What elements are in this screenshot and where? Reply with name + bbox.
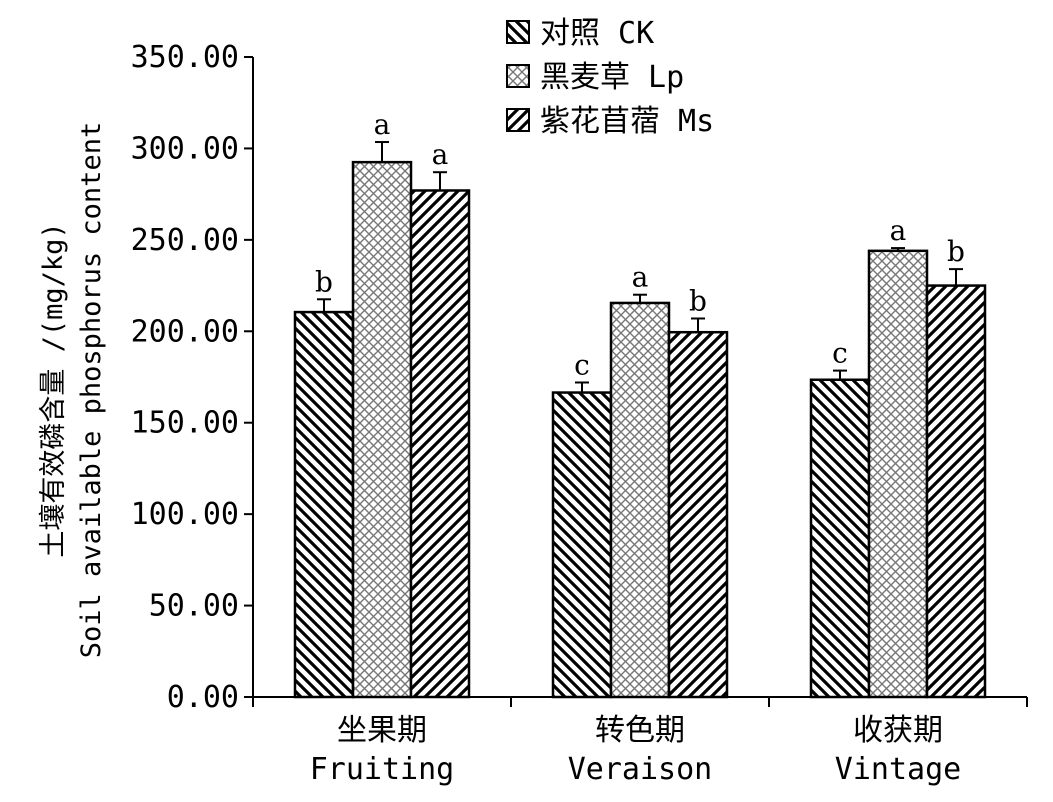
legend-swatch xyxy=(506,64,530,88)
bar xyxy=(351,160,413,699)
bar-series: b a a c a b c a b xyxy=(293,108,987,699)
legend-label: 紫花苜蓿 Ms xyxy=(540,104,714,139)
significance-letter: a xyxy=(890,214,907,247)
x-category-label-en: Veraison xyxy=(568,752,713,787)
legend-label: 对照 CK xyxy=(540,16,654,51)
y-tick-labels: 0.00 50.00 100.00 150.00 200.00 250.00 300.00 3… xyxy=(131,40,239,715)
y-tick-label: 250.00 xyxy=(131,223,239,258)
bar xyxy=(667,330,729,699)
significance-letter: a xyxy=(632,261,649,294)
y-tick-label: 350.00 xyxy=(131,40,239,75)
significance-letter: b xyxy=(689,284,707,317)
significance-letter: a xyxy=(432,138,449,171)
bar xyxy=(293,310,355,699)
bar xyxy=(551,391,613,699)
x-category-label-cn: 坐果期 xyxy=(337,713,427,748)
x-category-label-en: Fruiting xyxy=(310,752,455,787)
y-tick-label: 0.00 xyxy=(167,680,239,715)
x-tick-labels: 坐果期 Fruiting 转色期 Veraison 收获期 Vintage xyxy=(310,713,961,787)
legend-swatch xyxy=(506,20,530,44)
y-tick-label: 50.00 xyxy=(149,589,239,624)
bar xyxy=(867,249,929,699)
legend-swatch xyxy=(506,108,530,132)
y-tick-label: 100.00 xyxy=(131,497,239,532)
bar xyxy=(609,301,671,699)
bar xyxy=(809,378,871,699)
significance-letter: c xyxy=(574,348,590,381)
y-tick-label: 300.00 xyxy=(131,131,239,166)
significance-letter: a xyxy=(374,108,391,141)
bar xyxy=(925,284,987,699)
legend: 对照 CK 黑麦草 Lp 紫花苜蓿 Ms xyxy=(506,16,714,139)
y-axis-label-en: Soil available phosphorus content xyxy=(76,122,107,658)
significance-letter: b xyxy=(315,265,333,298)
bar xyxy=(409,189,471,699)
y-tick-label: 150.00 xyxy=(131,406,239,441)
x-category-label-en: Vintage xyxy=(835,752,961,787)
significance-letter: b xyxy=(947,235,965,268)
x-category-label-cn: 收获期 xyxy=(853,713,943,748)
y-axis-title: 土壤有效磷含量 /(mg/kg) Soil available phosphor… xyxy=(38,122,107,658)
significance-letter: c xyxy=(832,337,848,370)
legend-label: 黑麦草 Lp xyxy=(540,60,684,95)
y-axis-label-cn: 土壤有效磷含量 /(mg/kg) xyxy=(38,222,69,557)
y-tick-label: 200.00 xyxy=(131,314,239,349)
x-category-label-cn: 转色期 xyxy=(595,713,685,748)
